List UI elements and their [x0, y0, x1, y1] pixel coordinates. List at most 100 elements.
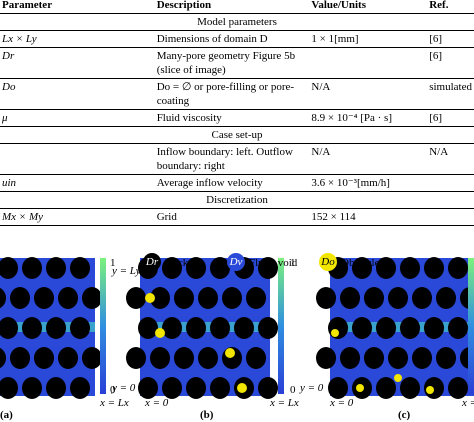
value-cell: N/A	[309, 143, 428, 175]
description-cell: Grid	[154, 208, 310, 226]
obstacle	[331, 329, 339, 337]
obstacle	[155, 328, 165, 338]
rock	[0, 287, 6, 309]
header-cell: Parameter	[0, 0, 155, 14]
rock	[210, 257, 230, 279]
table-row: Model parameters	[0, 13, 474, 31]
rock	[150, 287, 170, 309]
legend-label: Obstacle	[341, 257, 380, 269]
section-cell: Model parameters	[0, 13, 474, 31]
rock	[186, 257, 206, 279]
rock	[364, 287, 384, 309]
rock	[424, 317, 444, 339]
table-header: Parameter Description Value/Units Ref.	[0, 0, 474, 14]
rock	[234, 317, 254, 339]
rock	[126, 287, 146, 309]
rock	[328, 317, 348, 339]
ref-cell: simulated	[427, 78, 474, 110]
rock	[46, 377, 66, 399]
rock	[198, 347, 218, 369]
description-cell: Dimensions of domain D	[154, 30, 310, 48]
table-row: Case set-up	[0, 126, 474, 144]
rock	[0, 347, 6, 369]
description-cell: Do = ∅ or pore-filling or pore-coating	[154, 78, 310, 110]
rock	[0, 317, 18, 339]
obstacle	[426, 386, 434, 394]
obstacle	[225, 348, 235, 358]
description-cell: Fluid viscosity	[154, 109, 310, 127]
description-cell: Inflow boundary: left. Outflow boundary:…	[154, 143, 310, 175]
parameter-cell: Dr	[0, 47, 155, 79]
rock	[316, 287, 336, 309]
rock	[376, 317, 396, 339]
ref-cell: [6]	[427, 109, 474, 127]
rock	[210, 377, 230, 399]
legend-symbol: Do	[320, 256, 335, 268]
rock	[376, 257, 396, 279]
parameter-cell: uin	[0, 174, 155, 192]
rock	[258, 377, 278, 399]
rock	[0, 257, 18, 279]
colorbar-tick: 0	[110, 384, 116, 396]
rock	[352, 317, 372, 339]
rock	[436, 287, 456, 309]
rock	[258, 257, 278, 279]
colorbar-tick: 1	[290, 257, 296, 269]
value-cell: N/A	[309, 78, 428, 110]
table-row: Do Do = ∅ or pore-filling or pore-coating…	[0, 78, 474, 110]
rock	[246, 287, 266, 309]
value-cell: 8.9 × 10⁻⁴ [Pa · s]	[309, 109, 428, 127]
rock	[162, 317, 182, 339]
rock	[448, 377, 468, 399]
rock	[174, 287, 194, 309]
rock	[424, 257, 444, 279]
value-cell: 3.6 × 10⁻³[mm/h]	[309, 174, 428, 192]
rock	[222, 287, 242, 309]
header-cell: Description	[154, 0, 310, 14]
rock	[138, 377, 158, 399]
rock	[400, 377, 420, 399]
obstacle	[145, 293, 155, 303]
rock	[34, 287, 54, 309]
axis-label: x = L	[461, 397, 474, 409]
colorbar-tick: 0	[290, 384, 296, 396]
rock	[400, 257, 420, 279]
panel-label: (b)	[200, 409, 214, 421]
rock	[70, 257, 90, 279]
colorbar	[100, 258, 106, 394]
parameter-cell: Lx × Ly	[0, 30, 155, 48]
legend-symbol: Dv	[229, 256, 243, 268]
rock	[22, 377, 42, 399]
rock	[316, 347, 336, 369]
rock	[352, 257, 372, 279]
rock	[70, 317, 90, 339]
description-cell: Average inflow velocity	[154, 174, 310, 192]
rock	[436, 347, 456, 369]
legend-swatch	[319, 253, 337, 271]
axis-label: x = Lx	[269, 397, 299, 409]
rock	[162, 377, 182, 399]
legend-swatch	[143, 253, 161, 271]
obstacle	[394, 374, 402, 382]
rock	[174, 347, 194, 369]
rock	[186, 317, 206, 339]
colorbar-tick: 1	[110, 257, 116, 269]
rock	[150, 347, 170, 369]
rock	[34, 347, 54, 369]
value-cell: 152 × 114	[309, 208, 428, 226]
rock	[328, 377, 348, 399]
rock	[82, 287, 102, 309]
rock	[412, 347, 432, 369]
rock	[70, 377, 90, 399]
panel-label: (c)	[398, 409, 411, 421]
parameter-cell: μ	[0, 109, 155, 127]
ref-cell: N/A	[427, 143, 474, 175]
obstacle	[356, 384, 364, 392]
rock	[58, 347, 78, 369]
rock	[186, 377, 206, 399]
rock	[198, 287, 218, 309]
ref-cell: [6]	[427, 30, 474, 48]
rock	[246, 347, 266, 369]
rock	[22, 317, 42, 339]
description-cell: Many-pore geometry Figure 5b (slice of i…	[154, 47, 310, 79]
